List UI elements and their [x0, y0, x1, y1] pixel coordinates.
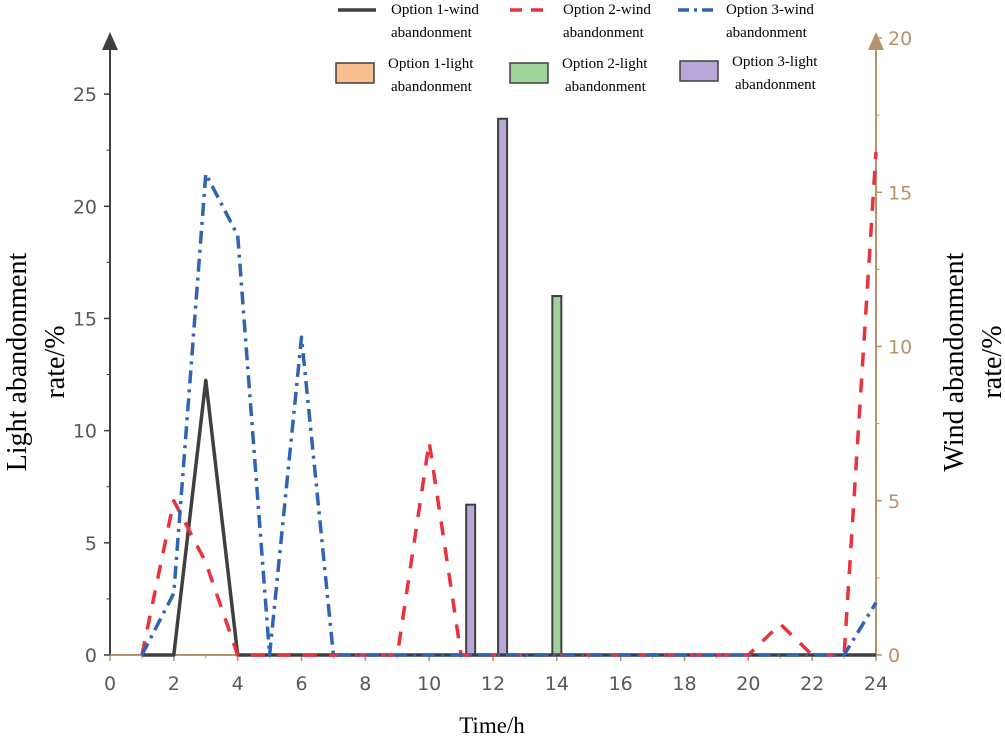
right-axis-arrow: [868, 32, 884, 50]
x-axis-title: Time/h: [459, 713, 525, 738]
legend-label-option2-light-line1: Option 2-light: [562, 56, 648, 72]
right-tick-label: 10: [888, 337, 912, 359]
x-tick-label: 14: [545, 673, 569, 695]
right-tick-label: 0: [888, 645, 900, 667]
legend: Option 1-wind abandonment Option 2-wind …: [335, 2, 818, 95]
right-tick-label: 15: [888, 182, 912, 204]
legend-label-option3-light-line2: abandonment: [735, 77, 817, 93]
legend-label-option2-wind-line1: Option 2-wind: [563, 2, 651, 18]
left-tick-label: 0: [85, 645, 97, 667]
left-tick-label: 15: [73, 308, 97, 330]
left-axis-arrow: [102, 32, 118, 50]
legend-swatch-option1-light: [335, 62, 375, 84]
x-tick-label: 18: [672, 673, 696, 695]
legend-label-option2-wind-line2: abandonment: [563, 25, 645, 41]
legend-swatch-option3-light: [679, 60, 719, 82]
light-bar-option3: [497, 117, 509, 656]
x-tick-label: 10: [417, 673, 441, 695]
legend-label-option3-wind-line2: abandonment: [726, 25, 808, 41]
legend-label-option1-wind-line1: Option 1-wind: [391, 2, 479, 18]
wind-line-option3: [140, 171, 878, 657]
light-bar-option3: [465, 503, 477, 656]
light-bar-option2: [551, 295, 563, 656]
right-tick-label: 5: [888, 491, 900, 513]
x-tick-label: 12: [481, 673, 505, 695]
x-tick-label: 2: [168, 673, 180, 695]
x-tick-label: 22: [800, 673, 824, 695]
x-tick-label: 16: [609, 673, 633, 695]
x-tick-label: 8: [359, 673, 371, 695]
x-tick-label: 6: [295, 673, 307, 695]
right-axis-title-line2: rate/%: [977, 325, 1005, 398]
left-tick-label: 25: [73, 84, 97, 106]
legend-label-option1-light-line2: abandonment: [391, 79, 473, 95]
legend-swatch-option2-light: [509, 62, 549, 84]
x-tick-label: 4: [232, 673, 244, 695]
right-axis-title-line1: Wind abandonment: [939, 252, 970, 471]
x-tick-label: 0: [104, 673, 116, 695]
left-tick-label: 20: [73, 196, 97, 218]
x-tick-label: 24: [864, 673, 888, 695]
x-tick-label: 20: [736, 673, 760, 695]
left-axis-title-line1: Light abandonment: [2, 253, 33, 472]
legend-label-option1-light-line1: Option 1-light: [388, 56, 474, 72]
left-axis-title-line2: rate/%: [40, 325, 71, 398]
left-tick-label: 10: [73, 421, 97, 443]
legend-label-option1-wind-line2: abandonment: [391, 25, 473, 41]
legend-label-option2-light-line2: abandonment: [565, 79, 647, 95]
left-tick-label: 5: [85, 533, 97, 555]
right-tick-label: 20: [888, 28, 912, 50]
wind-line-option1: [141, 378, 876, 657]
legend-label-option3-light-line1: Option 3-light: [732, 54, 818, 70]
light-bars: [465, 117, 563, 656]
legend-label-option3-wind-line1: Option 3-wind: [726, 2, 814, 18]
wind-lines: [140, 151, 878, 657]
